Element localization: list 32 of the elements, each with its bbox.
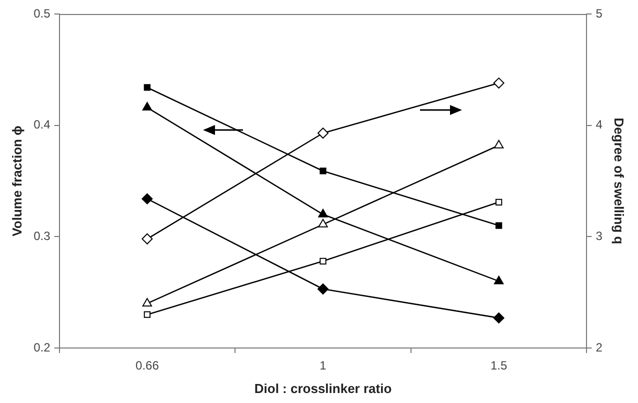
point xyxy=(493,312,504,324)
point xyxy=(142,102,152,111)
point xyxy=(142,233,153,244)
x-axis-title: Diol : crosslinker ratio xyxy=(254,380,392,396)
x-tick-label: 0.66 xyxy=(136,358,160,373)
point xyxy=(494,140,504,148)
point xyxy=(493,78,504,89)
point xyxy=(318,218,328,228)
y-tick-label: 0.2 xyxy=(34,340,51,354)
point xyxy=(320,258,326,264)
point xyxy=(495,222,502,229)
point xyxy=(144,84,151,91)
y-tick-label: 0.3 xyxy=(34,228,51,243)
y-tick-label: 0.4 xyxy=(34,118,51,132)
point xyxy=(144,311,151,318)
point xyxy=(142,193,153,204)
y-axis-title: Volume fraction ϕ xyxy=(9,125,24,236)
y2-tick-label: 5 xyxy=(596,6,603,20)
point xyxy=(494,276,504,284)
x-tick-label: 1.5 xyxy=(490,358,508,373)
y-tick-label: 0.5 xyxy=(34,6,51,20)
x-tick-label: 1 xyxy=(320,358,327,373)
point xyxy=(495,198,502,206)
y2-tick-label: 2 xyxy=(596,340,603,354)
y2-tick-label: 4 xyxy=(596,118,603,132)
y2-tick-label: 3 xyxy=(596,228,603,243)
point xyxy=(318,208,328,218)
y2-axis-title: Degree of swelling q xyxy=(612,118,627,244)
point xyxy=(320,168,326,174)
point xyxy=(318,128,329,139)
point xyxy=(318,283,329,294)
point xyxy=(142,298,152,306)
